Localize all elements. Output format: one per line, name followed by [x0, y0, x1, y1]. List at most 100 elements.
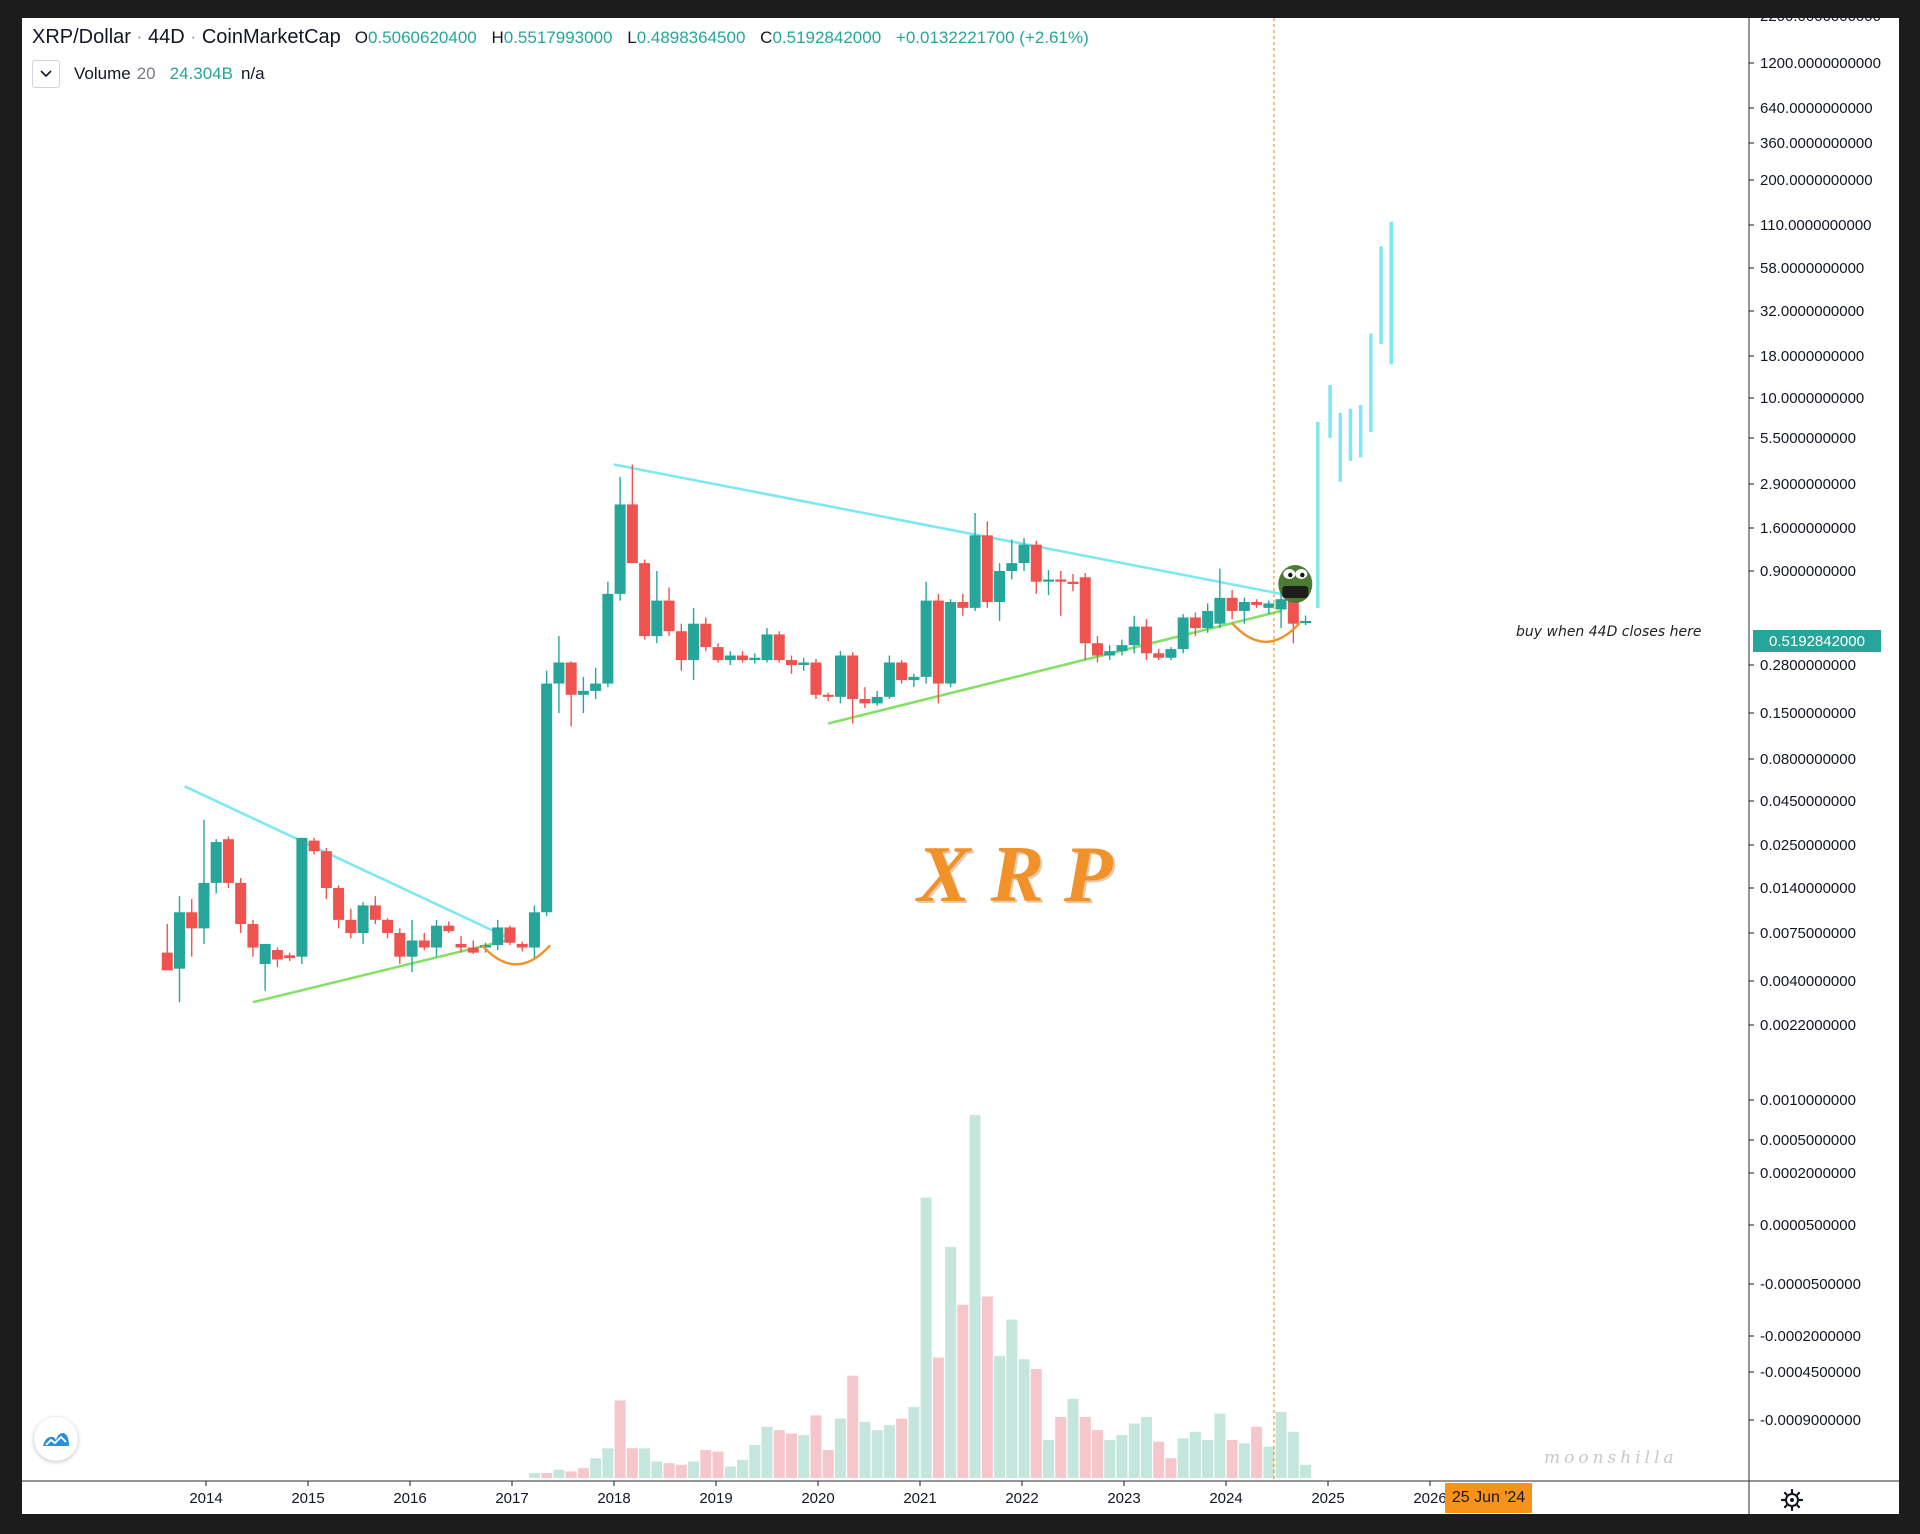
trendlines-layer [184, 463, 1282, 1004]
volume-bar [785, 1433, 797, 1478]
low-key: L [627, 28, 637, 47]
volume-bar [1055, 1416, 1067, 1478]
interval-label[interactable]: 44D [148, 26, 185, 48]
volume-bar [1128, 1423, 1140, 1478]
volume-bar [1263, 1446, 1275, 1478]
volume-bar [981, 1296, 993, 1478]
price-axis-label: 1200.0000000000 [1760, 55, 1881, 72]
price-axis-label: 2.9000000000 [1760, 476, 1856, 493]
volume-bar [859, 1421, 871, 1478]
separator-dot: · [136, 28, 143, 47]
price-axis-label: 32.0000000000 [1760, 303, 1864, 320]
candle-body [577, 690, 589, 695]
volume-bar [675, 1464, 687, 1478]
highlights-layer [481, 622, 1301, 966]
candle-body [284, 955, 296, 959]
candle-body [1055, 579, 1067, 582]
candle-body [467, 947, 479, 953]
high-value: 0.5517993000 [503, 28, 613, 47]
volume-bar [1116, 1435, 1128, 1478]
candle-body [688, 623, 700, 661]
candle-body [161, 952, 173, 971]
volume-bar [932, 1357, 944, 1478]
volume-length: 20 [136, 64, 156, 83]
candle-body [724, 655, 736, 661]
last-price-badge: 0.5192842000 [1753, 630, 1881, 652]
volume-bar [626, 1448, 638, 1478]
candle-body [296, 837, 308, 957]
candle-body [565, 662, 577, 695]
candle-body [1030, 544, 1042, 582]
price-axis-label: 0.2800000000 [1760, 657, 1856, 674]
settings-button[interactable] [1780, 1488, 1804, 1512]
candle-body [1275, 599, 1287, 610]
symbol-name[interactable]: XRP/Dollar [32, 26, 131, 48]
pepe-pupil [1300, 572, 1305, 578]
price-axis-label: 0.1500000000 [1760, 705, 1856, 722]
volume-value: 24.304B [169, 64, 233, 83]
candle-body [1189, 617, 1201, 629]
candle-body [663, 600, 675, 632]
resistance-trendline [184, 785, 515, 942]
candle-body [479, 945, 491, 948]
candle-body [920, 600, 932, 677]
candle-body [675, 631, 687, 661]
volume-bar [810, 1415, 822, 1478]
volume-name[interactable]: Volume [74, 64, 131, 83]
candle-body [945, 601, 957, 684]
volume-bar [773, 1430, 785, 1478]
candle-body [834, 655, 846, 697]
gear-icon [1780, 1488, 1804, 1512]
candle-body [871, 696, 883, 704]
chart-frame[interactable]: 2200.0000000000 1200.0000000000 640.000000… [22, 18, 1899, 1514]
volume-bar [1067, 1398, 1079, 1478]
price-axis-label: -0.0002000000 [1760, 1328, 1861, 1345]
volume-bar [1189, 1431, 1201, 1478]
time-axis-label: 2025 [1311, 1490, 1344, 1507]
candle-body [602, 593, 614, 684]
candle-body [810, 662, 822, 695]
candle-body [541, 683, 553, 913]
highlight-arc [1230, 622, 1301, 643]
candle-body [957, 601, 969, 608]
highlight-arc [481, 944, 551, 966]
candle-body [785, 660, 797, 665]
price-axis-label: 10.0000000000 [1760, 390, 1864, 407]
volume-bar [663, 1463, 675, 1478]
author-watermark: moonshilla [1544, 1448, 1678, 1468]
candle-body [1128, 626, 1140, 646]
candle-body [883, 662, 895, 697]
price-axis-label: 0.0010000000 [1760, 1092, 1856, 1109]
resistance-trendline [613, 463, 1282, 596]
candle-body [406, 940, 418, 957]
candle-body [186, 912, 198, 929]
volume-bar [577, 1468, 589, 1478]
volume-bar [749, 1445, 761, 1478]
price-axis-label: 110.0000000000 [1760, 217, 1872, 234]
time-axis-label: 2023 [1107, 1490, 1140, 1507]
candle-body [357, 905, 369, 933]
support-trendline [827, 609, 1282, 725]
volume-legend: Volume 20 24.304B n/a [32, 60, 265, 88]
volume-bar [1140, 1416, 1152, 1478]
chevron-down-icon [40, 70, 52, 78]
candle-body [859, 698, 871, 704]
pepe-body [1282, 586, 1309, 599]
candle-body [761, 634, 773, 661]
candle-body [1251, 601, 1263, 605]
candle-body [773, 634, 785, 661]
price-axis-label: 5.5000000000 [1760, 430, 1856, 447]
chart-svg[interactable]: 2200.0000000000 1200.0000000000 640.000000… [22, 18, 1899, 1514]
volume-bar [1043, 1440, 1055, 1478]
time-axis-label: 2022 [1005, 1490, 1038, 1507]
collapse-button[interactable] [32, 60, 60, 88]
source-label: CoinMarketCap [201, 26, 341, 48]
change-value: +0.0132221700 (+2.61%) [895, 28, 1089, 47]
candle-body [492, 927, 504, 946]
price-axis-label: -0.0009000000 [1760, 1412, 1861, 1429]
candle-body [737, 655, 749, 661]
price-axis-label: 0.0040000000 [1760, 973, 1856, 990]
tradingview-logo-button[interactable] [34, 1417, 78, 1461]
volume-bar [688, 1461, 700, 1478]
volume-bar [969, 1115, 981, 1478]
